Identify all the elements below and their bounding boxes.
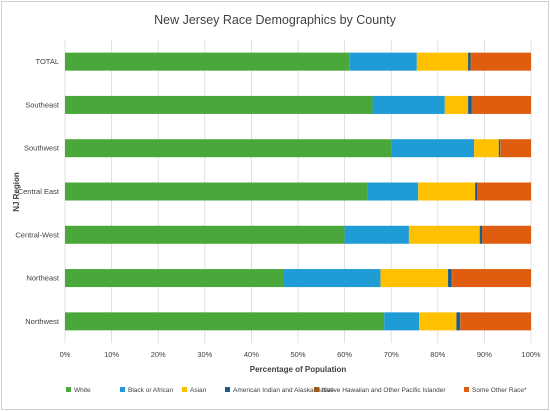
bar-segment: [470, 52, 472, 71]
legend-label: Native Hawaiian and Other Pacific Island…: [322, 387, 446, 394]
bar-segment: [419, 312, 457, 331]
x-tick-label: 50%: [290, 350, 305, 359]
bar-segment: [475, 182, 478, 201]
bar-segment: [65, 182, 368, 201]
x-tick-label: 40%: [244, 350, 259, 359]
bar-segment: [65, 312, 385, 331]
x-tick-label: 100%: [521, 350, 541, 359]
y-tick-label: Southeast: [25, 100, 60, 109]
x-tick-label: 90%: [477, 350, 492, 359]
x-tick-label: 60%: [337, 350, 352, 359]
bar-segment: [460, 312, 531, 331]
bar-segment: [479, 225, 483, 244]
legend-label: Asian: [190, 387, 207, 394]
legend-swatch: [464, 387, 469, 392]
bar-segment: [444, 95, 469, 114]
legend: White Black or African Asian American India…: [66, 387, 527, 394]
legend-label: Black or African: [128, 387, 174, 394]
y-tick-label: Southwest: [24, 144, 60, 153]
bar-segment: [391, 139, 475, 158]
bar-segment: [384, 312, 420, 331]
x-tick-label: 30%: [197, 350, 212, 359]
bar-segment: [344, 225, 409, 244]
bars: [65, 52, 531, 331]
bar-segment: [65, 52, 350, 71]
bar-segment: [456, 312, 461, 331]
legend-swatch: [314, 387, 319, 392]
bar-segment: [65, 225, 345, 244]
y-tick-label: TOTAL: [36, 57, 59, 66]
bar-segment: [471, 95, 473, 114]
legend-label: American Indian and Alaska Native: [233, 387, 334, 394]
y-tick-labels: TOTAL Southeast Southwest Central East Centr…: [15, 57, 60, 326]
x-tick-label: 10%: [104, 350, 119, 359]
x-tick-label: 0%: [60, 350, 71, 359]
bar-segment: [468, 52, 471, 71]
legend-swatch: [182, 387, 187, 392]
legend-label: White: [74, 387, 91, 394]
bar-segment: [477, 182, 531, 201]
bar-segment: [418, 182, 476, 201]
y-axis-label: NJ Region: [12, 172, 21, 212]
bar-segment: [474, 139, 499, 158]
bar-segment: [472, 95, 531, 114]
x-tick-label: 20%: [151, 350, 166, 359]
x-tick-labels: 0% 10% 20% 30% 40% 50% 60% 70% 80% 90% 100%: [60, 350, 541, 359]
y-tick-label: Northwest: [25, 317, 60, 326]
bar-segment: [284, 269, 381, 288]
bar-segment: [65, 139, 392, 158]
legend-swatch: [66, 387, 71, 392]
bar-segment: [65, 269, 285, 288]
bar-segment: [372, 95, 445, 114]
bar-segment: [408, 225, 480, 244]
bar-segment: [498, 139, 501, 158]
bar-segment: [452, 269, 531, 288]
bar-segment: [482, 225, 531, 244]
chart-title: New Jersey Race Demographics by County: [154, 13, 397, 27]
bar-segment: [471, 52, 531, 71]
bar-segment: [416, 52, 469, 71]
bar-segment: [500, 139, 531, 158]
y-tick-label: Central East: [18, 187, 60, 196]
legend-swatch: [225, 387, 230, 392]
bar-segment: [448, 269, 452, 288]
bar-segment: [65, 95, 373, 114]
bar-segment: [380, 269, 449, 288]
x-axis-label: Percentage of Population: [250, 365, 347, 374]
x-tick-label: 80%: [430, 350, 445, 359]
legend-swatch: [120, 387, 125, 392]
legend-label: Some Other Race*: [472, 387, 527, 394]
bar-segment: [468, 95, 472, 114]
y-tick-label: Central-West: [15, 230, 60, 239]
bar-segment: [349, 52, 417, 71]
x-tick-label: 70%: [384, 350, 399, 359]
y-tick-label: Northeast: [26, 274, 59, 283]
bar-segment: [367, 182, 419, 201]
